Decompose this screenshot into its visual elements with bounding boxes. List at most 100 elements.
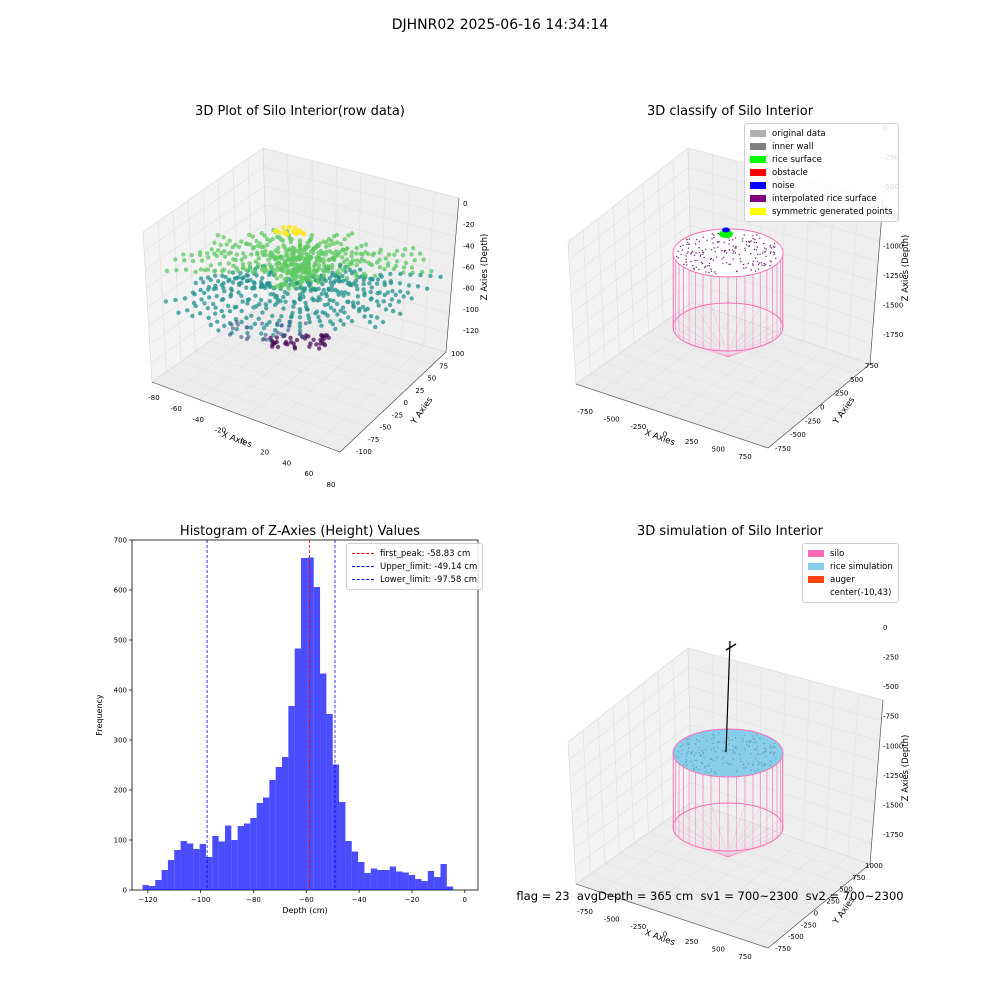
surface-point: [770, 747, 773, 749]
raw-data-point: [305, 276, 311, 282]
raw-data-point: [401, 294, 406, 299]
x-tick-label: -60: [170, 405, 181, 413]
surface-point: [698, 768, 700, 771]
raw-data-point: [292, 266, 297, 272]
surface-point: [688, 743, 690, 745]
raw-data-point: [258, 279, 264, 284]
surface-point: [742, 738, 744, 740]
surface-point: [754, 270, 757, 272]
surface-point: [688, 238, 690, 240]
y-tick-label: -25: [392, 411, 403, 419]
classify-legend-label: noise: [772, 180, 795, 191]
surface-point: [758, 262, 760, 264]
raw-data-point: [267, 262, 272, 267]
classify-legend-swatch: [750, 169, 766, 176]
raw-data-point: [215, 233, 220, 238]
raw-data-point: [301, 263, 306, 268]
raw-data-point: [274, 339, 279, 345]
raw-data-point: [354, 262, 359, 268]
raw-data-point: [354, 245, 359, 251]
surface-point: [755, 741, 758, 744]
raw-data-point: [260, 275, 265, 281]
surface-point: [686, 752, 688, 754]
x-tick-label: -750: [577, 408, 593, 416]
grid-line: [612, 706, 807, 917]
surface-point: [696, 759, 698, 762]
raw-data-point: [219, 268, 225, 274]
surface-point: [757, 768, 759, 770]
surface-point: [686, 764, 688, 766]
surface-point: [723, 756, 725, 758]
y-tick-label: 0: [123, 887, 127, 895]
surface-point: [728, 239, 731, 241]
histogram-title: Histogram of Z-Axies (Height) Values: [179, 524, 421, 539]
raw-data-point: [262, 252, 267, 258]
surface-point: [679, 245, 682, 248]
raw-data-point: [277, 230, 282, 236]
raw-data-point: [216, 328, 221, 333]
surface-point: [687, 751, 689, 753]
surface-point: [756, 253, 759, 255]
raw-data-point: [307, 255, 313, 261]
surface-point: [745, 741, 748, 743]
surface-point: [713, 734, 715, 736]
raw-data-point: [209, 247, 214, 252]
surface-point: [728, 749, 731, 751]
raw-data-point: [253, 293, 258, 298]
raw-data-point: [331, 280, 336, 285]
surface-point: [762, 752, 764, 754]
surface-point: [773, 251, 775, 253]
surface-point: [721, 250, 723, 252]
z-tick-label: -60: [463, 264, 474, 272]
y-tick-label: 500: [850, 376, 863, 384]
raw-data-point: [193, 269, 198, 275]
grid-line: [143, 166, 458, 252]
surface-point: [723, 741, 725, 743]
raw-data-point: [344, 276, 350, 281]
raw-data-point: [301, 230, 306, 235]
raw-data-point: [265, 242, 270, 248]
z-tick-label: -40: [463, 242, 474, 250]
z-axis-line: [869, 199, 884, 365]
raw-data-point: [205, 306, 211, 311]
surface-point: [693, 767, 695, 769]
surface-point: [753, 241, 755, 244]
surface-point: [712, 242, 714, 244]
raw-data-point: [320, 334, 325, 340]
raw-data-point: [316, 314, 321, 320]
raw-data-point: [240, 261, 246, 267]
grid-line: [316, 191, 435, 444]
histogram-bar: [218, 841, 225, 890]
surface-point: [740, 260, 742, 263]
surface-point: [693, 754, 696, 756]
surface-point: [679, 745, 682, 748]
raw-data-point: [236, 290, 241, 295]
surface-point: [742, 238, 744, 240]
x-tick-label: −40: [352, 896, 367, 904]
silo-cone-line: [727, 849, 746, 858]
surface-point: [704, 265, 706, 267]
surface-point: [723, 750, 726, 752]
raw-data-point: [213, 305, 218, 310]
surface-point: [734, 237, 737, 239]
raw-data-point: [343, 251, 348, 256]
raw-data-point: [335, 240, 340, 245]
raw-data-point: [213, 273, 218, 278]
surface-point: [712, 259, 715, 261]
raw-data-point: [392, 252, 397, 258]
surface-point: [728, 249, 731, 251]
raw-data-point: [304, 252, 309, 257]
raw-data-point: [330, 287, 335, 293]
raw-data-point: [193, 280, 198, 286]
surface-point: [744, 747, 746, 750]
raw-data-point: [346, 299, 351, 304]
raw-data-point: [236, 244, 242, 250]
surface-point: [773, 254, 775, 256]
raw-data-point: [219, 308, 224, 314]
histogram-bar: [282, 757, 289, 890]
surface-point: [764, 763, 767, 766]
x-tick-label: -500: [604, 916, 620, 924]
raw-data-point: [230, 326, 235, 331]
raw-data-point: [324, 240, 329, 245]
raw-data-point: [307, 319, 312, 325]
